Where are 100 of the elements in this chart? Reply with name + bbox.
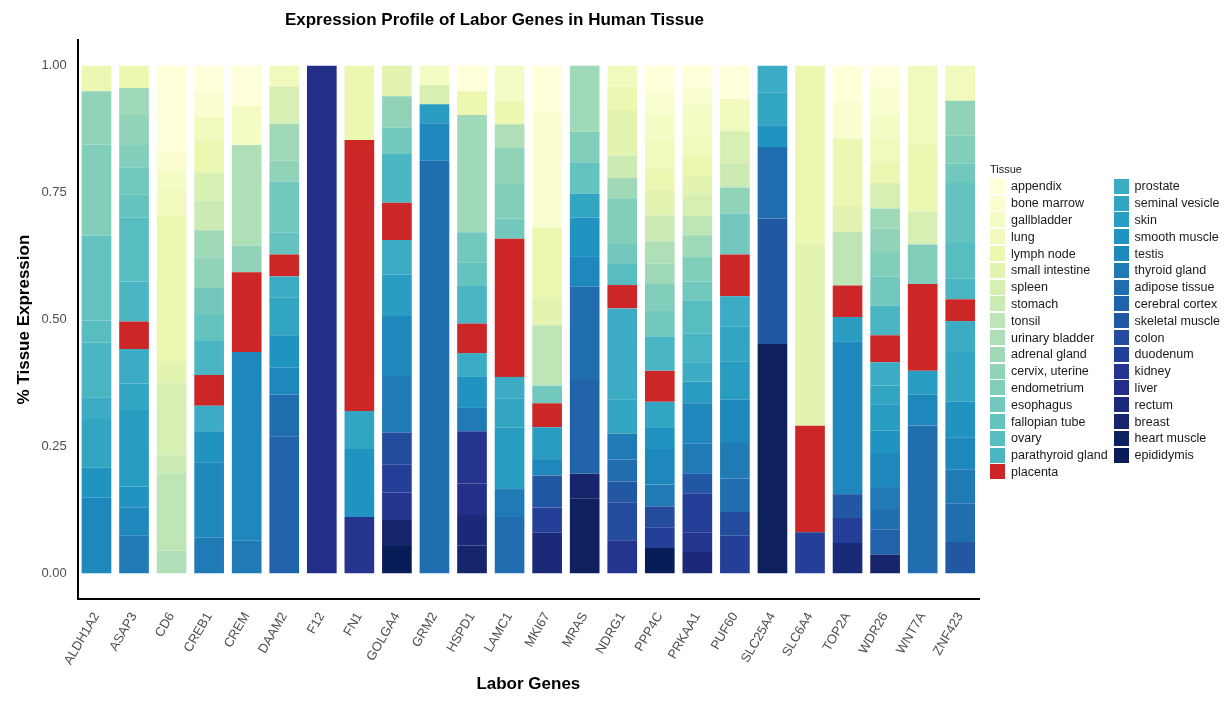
bar <box>720 163 750 188</box>
bar <box>494 218 525 239</box>
legend-label: rectum <box>1134 397 1173 412</box>
bar <box>945 183 976 243</box>
bar <box>119 321 149 350</box>
bar <box>907 211 938 245</box>
bar <box>231 105 262 145</box>
legend-label: endometrium <box>1011 380 1084 395</box>
legend-label: kidney <box>1134 364 1171 379</box>
legend-label: prostate <box>1134 179 1180 194</box>
bar <box>457 65 487 92</box>
bar <box>119 144 149 168</box>
bar <box>832 341 863 495</box>
bar <box>907 370 938 395</box>
bar <box>757 218 788 344</box>
bar <box>382 96 412 128</box>
bar <box>945 278 976 300</box>
legend-label: spleen <box>1011 280 1048 295</box>
bar <box>306 65 337 574</box>
legend-label: appendix <box>1011 179 1062 194</box>
legend-label: liver <box>1134 380 1158 395</box>
bar <box>832 542 863 574</box>
bar <box>532 459 562 476</box>
bar <box>720 399 750 443</box>
bar <box>119 115 149 145</box>
legend-label: seminal vesicle <box>1134 196 1220 211</box>
legend-label: skeletal muscle <box>1134 313 1221 328</box>
bar <box>757 146 788 219</box>
bar <box>870 276 900 306</box>
y-tick-label: 0.50 <box>41 311 67 327</box>
bar <box>344 65 375 140</box>
bar <box>119 194 149 218</box>
bar <box>419 123 450 161</box>
bar <box>494 238 525 377</box>
bar <box>832 231 863 286</box>
chart-title: Expression Profile of Labor Genes in Human Tissue <box>284 9 705 29</box>
bar <box>569 162 600 194</box>
bar <box>194 537 224 574</box>
bar <box>382 127 412 155</box>
bar <box>156 473 187 551</box>
bar <box>119 281 149 322</box>
legend-label: duodenum <box>1134 347 1194 362</box>
bar <box>457 115 487 233</box>
bar <box>945 65 976 101</box>
legend-label: tonsil <box>1011 313 1041 328</box>
y-tick-label: 0.75 <box>41 184 67 200</box>
bar <box>682 257 713 282</box>
bar <box>81 320 112 343</box>
legend-label: urinary bladder <box>1011 330 1095 345</box>
legend-label: cervix, uterine <box>1011 364 1089 379</box>
bar <box>457 514 487 546</box>
bar <box>269 254 300 277</box>
y-tick-label: 1.00 <box>41 57 67 73</box>
bar <box>607 177 638 199</box>
bar <box>419 160 450 574</box>
bar <box>607 155 638 178</box>
bar <box>269 123 300 161</box>
bar <box>457 353 487 377</box>
bar <box>81 65 112 92</box>
bar <box>682 473 713 494</box>
bar <box>569 193 600 218</box>
bar <box>457 232 487 263</box>
legend-label: skin <box>1134 212 1157 227</box>
legend-label: lung <box>1011 229 1035 244</box>
bar <box>720 254 750 297</box>
bar <box>607 285 638 309</box>
bar <box>607 540 638 574</box>
bar <box>569 498 600 574</box>
bar <box>870 208 900 229</box>
bar <box>382 202 412 240</box>
legend-label: ovary <box>1011 431 1042 446</box>
bar <box>907 284 938 371</box>
bar <box>269 65 300 87</box>
x-axis-title: Labor Genes <box>476 674 581 694</box>
bar <box>382 316 412 376</box>
bar <box>231 65 262 106</box>
bar <box>532 325 562 386</box>
legend-label: heart muscle <box>1134 431 1207 446</box>
bar <box>720 213 750 255</box>
bar <box>156 454 187 474</box>
bar <box>907 244 938 285</box>
bar <box>231 352 262 541</box>
bar <box>344 410 375 449</box>
bar <box>532 532 562 574</box>
bar <box>569 131 600 163</box>
bar <box>532 385 562 404</box>
bar <box>945 242 976 279</box>
bar <box>832 317 863 342</box>
bar <box>870 554 900 574</box>
bar <box>832 494 863 519</box>
bar <box>119 65 149 89</box>
bar <box>457 91 487 116</box>
bar <box>720 131 750 164</box>
bar <box>607 243 638 264</box>
bar <box>569 65 600 132</box>
bar <box>119 88 149 116</box>
bar <box>382 520 412 546</box>
bar <box>382 65 412 97</box>
bar <box>269 181 300 233</box>
bar <box>382 239 412 275</box>
